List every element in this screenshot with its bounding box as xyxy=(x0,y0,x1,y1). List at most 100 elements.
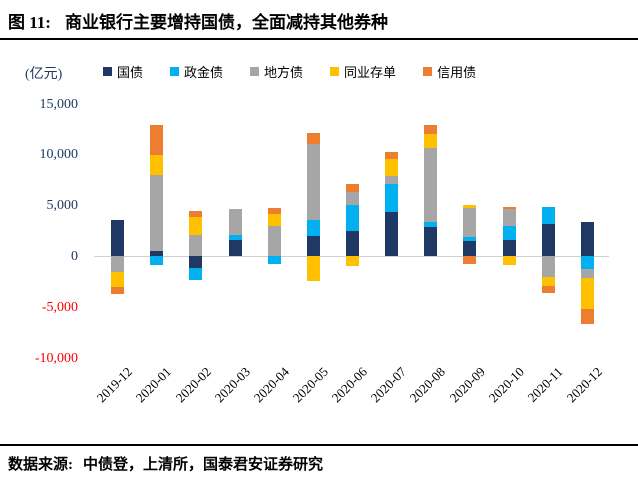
figure-title: 图 11: 商业银行主要增持国债，全面减持其他券种 xyxy=(8,8,630,33)
x-tick-2020-08: 2020-08 xyxy=(407,364,449,406)
bar-segment-tongyecundan-2020-02 xyxy=(189,216,203,236)
x-tick-2020-02: 2020-02 xyxy=(172,364,214,406)
bar-segment-guozhai-2020-06 xyxy=(346,231,359,257)
legend-item-tongyecundan: 同业存单 xyxy=(330,62,396,81)
bar-segment-difangzhai-2020-12 xyxy=(580,268,594,278)
bar-segment-tongyecundan-2020-11 xyxy=(541,276,555,287)
bar-segment-difangzhai-2020-01 xyxy=(150,175,164,252)
bar-segment-xinyongzhai-2020-12 xyxy=(580,309,594,325)
bar-segment-guozhai-2020-01 xyxy=(150,251,164,257)
bar-segment-difangzhai-2019-12 xyxy=(111,256,125,272)
bar-segment-xinyongzhai-2020-07 xyxy=(385,151,399,159)
x-tick-2020-03: 2020-03 xyxy=(211,364,253,406)
bar-segment-difangzhai-2020-03 xyxy=(228,208,242,236)
legend-item-zhengjinzhai: 政金债 xyxy=(170,62,223,81)
bar-segment-xinyongzhai-2020-05 xyxy=(306,132,320,144)
bar-segment-guozhai-2020-11 xyxy=(541,223,555,257)
y-tick-0: 0 xyxy=(71,248,78,264)
bar-segment-zhengjinzhai-2020-06 xyxy=(346,204,359,231)
x-tick-2019-12: 2019-12 xyxy=(93,364,136,406)
bar-segment-guozhai-2020-05 xyxy=(306,236,320,257)
x-tick-2020-05: 2020-05 xyxy=(289,364,331,406)
bar-segment-tongyecundan-2019-12 xyxy=(111,271,125,287)
x-tick-2020-09: 2020-09 xyxy=(446,364,488,406)
legend-item-difangzhai: 地方债 xyxy=(250,62,303,81)
bar-segment-difangzhai-2020-09 xyxy=(463,207,477,238)
bar-segment-xinyongzhai-2020-09 xyxy=(463,256,477,264)
bar-segment-xinyongzhai-2020-04 xyxy=(267,208,281,215)
bar-segment-guozhai-2020-02 xyxy=(189,256,203,269)
bar-segment-xinyongzhai-2019-12 xyxy=(111,286,125,294)
y-tick--5000: -5,000 xyxy=(41,299,78,315)
chart-legend: 国债 政金债 地方债 同业存单 信用债 xyxy=(103,62,476,81)
bar-segment-tongyecundan-2020-09 xyxy=(463,204,477,208)
x-tick-2020-01: 2020-01 xyxy=(133,364,175,406)
bar-segment-tongyecundan-2020-10 xyxy=(502,256,516,265)
bar-segment-guozhai-2020-12 xyxy=(580,221,594,257)
bar-segment-tongyecundan-2020-08 xyxy=(424,133,438,149)
bar-segment-zhengjinzhai-2020-04 xyxy=(267,256,281,264)
bar-segment-difangzhai-2020-06 xyxy=(346,192,359,205)
bar-segment-tongyecundan-2020-12 xyxy=(580,277,594,310)
bar-segment-zhengjinzhai-2020-11 xyxy=(541,206,555,224)
legend-label-zhengjinzhai: 政金债 xyxy=(184,65,224,80)
title-divider xyxy=(0,38,638,40)
bar-segment-xinyongzhai-2020-06 xyxy=(346,184,359,193)
legend-swatch-guozhai xyxy=(103,67,112,76)
bar-segment-tongyecundan-2020-06 xyxy=(346,256,359,266)
bar-segment-difangzhai-2020-04 xyxy=(267,225,281,257)
plot-area xyxy=(94,104,609,358)
legend-item-xinyongzhai: 信用债 xyxy=(423,62,476,81)
x-tick-2020-12: 2020-12 xyxy=(563,364,606,406)
bar-segment-xinyongzhai-2020-10 xyxy=(502,206,516,210)
bar-segment-guozhai-2020-08 xyxy=(424,227,438,257)
x-tick-2020-11: 2020-11 xyxy=(524,364,566,405)
bar-segment-xinyongzhai-2020-08 xyxy=(424,124,438,134)
y-axis-unit-label: (亿元) xyxy=(25,67,63,82)
x-tick-2020-04: 2020-04 xyxy=(250,364,292,406)
bar-segment-zhengjinzhai-2020-12 xyxy=(580,256,594,269)
bar-segment-zhengjinzhai-2020-08 xyxy=(424,222,438,228)
x-tick-2020-06: 2020-06 xyxy=(328,364,371,406)
legend-swatch-difangzhai xyxy=(250,67,260,76)
y-tick--10000: -10,000 xyxy=(34,350,78,366)
bar-segment-guozhai-2020-09 xyxy=(463,241,477,257)
source-label: 数据来源: xyxy=(8,457,73,473)
x-tick-2020-10: 2020-10 xyxy=(485,364,527,406)
figure-title-text: 商业银行主要增持国债，全面减持其他券种 xyxy=(64,13,388,32)
legend-swatch-xinyongzhai xyxy=(423,67,433,76)
bar-segment-zhengjinzhai-2020-10 xyxy=(502,226,516,241)
bar-segment-difangzhai-2020-10 xyxy=(502,209,516,227)
bar-segment-difangzhai-2020-07 xyxy=(385,176,399,185)
legend-label-guozhai: 国债 xyxy=(117,65,144,80)
legend-swatch-tongyecundan xyxy=(330,67,340,76)
bar-segment-tongyecundan-2020-07 xyxy=(385,158,399,177)
bar-segment-tongyecundan-2020-05 xyxy=(306,256,320,281)
bar-segment-guozhai-2019-12 xyxy=(111,219,125,257)
bar-segment-difangzhai-2020-11 xyxy=(541,256,555,277)
bar-segment-zhengjinzhai-2020-05 xyxy=(306,219,320,237)
legend-swatch-zhengjinzhai xyxy=(170,67,180,76)
bar-segment-tongyecundan-2020-01 xyxy=(150,154,164,176)
source-text: 中债登，上清所，国泰君安证券研究 xyxy=(83,457,324,473)
legend-label-xinyongzhai: 信用债 xyxy=(437,65,477,80)
figure-number: 图 11: xyxy=(8,13,51,32)
y-tick-5000: 5,000 xyxy=(46,198,79,214)
bar-segment-difangzhai-2020-05 xyxy=(306,143,320,220)
legend-label-tongyecundan: 同业存单 xyxy=(344,65,397,80)
y-tick-10000: 10,000 xyxy=(39,147,79,163)
source-divider xyxy=(0,444,638,446)
bar-segment-guozhai-2020-03 xyxy=(228,239,242,257)
bar-segment-xinyongzhai-2020-02 xyxy=(189,211,203,217)
bar-segment-xinyongzhai-2020-01 xyxy=(150,125,164,155)
source-line: 数据来源: 中债登，上清所，国泰君安证券研究 xyxy=(8,453,323,474)
legend-label-difangzhai: 地方债 xyxy=(264,65,304,80)
y-tick-15000: 15,000 xyxy=(39,96,79,112)
bar-segment-zhengjinzhai-2020-07 xyxy=(385,184,399,212)
x-tick-2020-07: 2020-07 xyxy=(368,364,410,406)
bar-segment-difangzhai-2020-08 xyxy=(424,148,438,223)
bar-segment-zhengjinzhai-2020-03 xyxy=(228,235,242,240)
bar-segment-difangzhai-2020-02 xyxy=(189,235,203,257)
bar-segment-guozhai-2020-07 xyxy=(385,211,399,257)
